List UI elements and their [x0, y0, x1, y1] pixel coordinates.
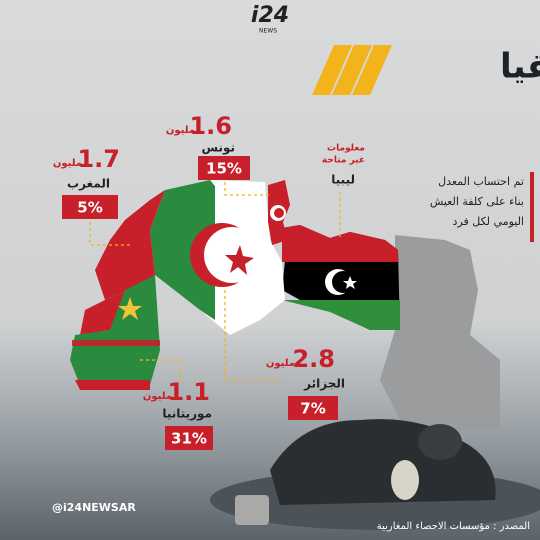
count: 1.1 — [167, 378, 210, 406]
unit: مليون — [143, 391, 172, 402]
rate: 15% — [206, 160, 242, 178]
logo: i24 — [251, 3, 289, 28]
algeria-map — [150, 180, 285, 335]
count: 1.7 — [77, 145, 120, 173]
status: معلومات — [327, 144, 365, 154]
photo-figure — [210, 419, 540, 530]
unit: مليون — [166, 125, 195, 136]
country-name: تونس — [202, 141, 236, 156]
count: 2.8 — [292, 345, 335, 373]
country-name: المغرب — [67, 177, 110, 191]
rate-box — [198, 156, 250, 180]
source: المصدر : مؤسسات الاحصاء المغاربية — [377, 521, 530, 532]
note-line: بناء على كلفة العيش — [430, 195, 524, 208]
status: غير متاحة — [322, 156, 365, 166]
leader-line — [140, 359, 181, 385]
unit: مليون — [266, 358, 295, 369]
title-accent — [312, 45, 392, 95]
rate: 31% — [171, 430, 207, 448]
egypt-sudan — [380, 235, 500, 430]
leader-line — [224, 290, 285, 381]
leader-line — [89, 222, 130, 246]
logo-sub: NEWS — [259, 28, 277, 35]
title: نسبة الفقراء في شمال أفريقيا — [500, 44, 540, 87]
rate: 5% — [77, 199, 102, 217]
rate-box — [288, 396, 338, 420]
tunisia-map — [268, 180, 290, 245]
rate: 7% — [300, 400, 325, 418]
rate-box — [165, 426, 213, 450]
libya-map — [282, 225, 400, 330]
country-name: الجزائر — [303, 377, 345, 391]
count: 1.6 — [189, 112, 232, 140]
handle: @i24NEWSAR — [52, 501, 136, 514]
country-name: موريتانيا — [162, 407, 212, 422]
note-line: تم احتساب المعدل — [438, 175, 524, 188]
note-line: اليومي لكل فرد — [453, 215, 524, 228]
note-bar — [530, 172, 534, 242]
rate-box — [62, 195, 118, 219]
mauritania-map — [70, 275, 160, 390]
leader-line — [224, 182, 270, 196]
country-name: ليبيا — [331, 173, 355, 187]
unit: مليون — [53, 158, 82, 169]
